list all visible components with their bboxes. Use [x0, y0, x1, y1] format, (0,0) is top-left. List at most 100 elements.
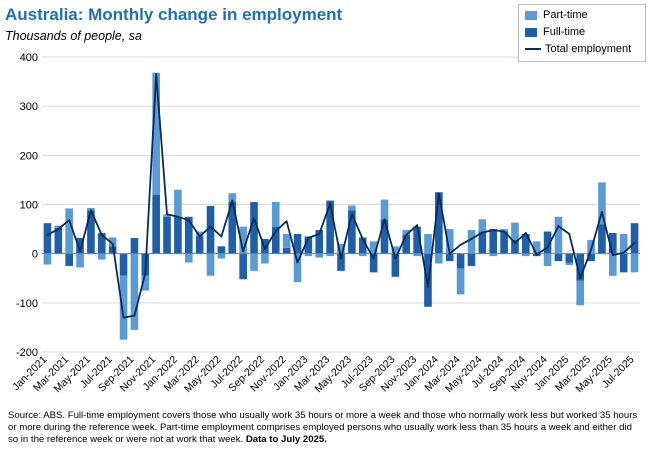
bar-part-time — [489, 253, 498, 257]
bar-part-time — [380, 199, 389, 220]
point-total-employment — [100, 234, 103, 236]
bar-part-time — [358, 253, 367, 257]
bar-part-time — [195, 231, 204, 237]
point-total-employment — [383, 218, 386, 221]
bar-part-time — [402, 230, 411, 235]
point-total-employment — [568, 233, 571, 235]
bar-full-time — [543, 231, 552, 254]
point-total-employment — [492, 229, 495, 231]
point-total-employment — [133, 314, 136, 317]
bar-full-time — [500, 231, 508, 254]
bar-full-time — [619, 253, 628, 273]
bar-full-time — [435, 192, 443, 254]
bar-part-time — [315, 253, 324, 258]
legend-swatch-part-time — [525, 10, 537, 20]
bar-part-time — [435, 253, 443, 264]
y-tick-label: 100 — [20, 200, 38, 212]
bar-full-time — [206, 205, 215, 254]
bar-full-time — [587, 253, 595, 262]
point-total-employment — [209, 225, 212, 228]
bar-full-time — [76, 237, 84, 254]
bar-full-time — [445, 253, 454, 262]
point-total-employment — [416, 224, 419, 227]
point-total-employment — [611, 254, 614, 257]
footnote-data-note: Data to July 2025. — [245, 434, 327, 445]
point-total-employment — [242, 250, 245, 253]
point-total-employment — [187, 219, 190, 222]
bar-full-time — [391, 253, 400, 277]
bar-part-time — [337, 243, 345, 254]
bar-full-time — [598, 224, 606, 254]
point-total-employment — [459, 243, 462, 246]
point-total-employment — [524, 232, 527, 234]
point-total-employment — [57, 228, 60, 230]
point-total-employment — [90, 209, 92, 212]
point-total-employment — [122, 316, 125, 319]
bar-full-time — [293, 234, 302, 254]
bar-full-time — [369, 253, 378, 273]
bar-part-time — [456, 268, 465, 295]
chart-subtitle: Thousands of people, sa — [5, 29, 142, 43]
bar-full-time — [326, 200, 334, 254]
point-total-employment — [111, 242, 114, 245]
bar-part-time — [391, 246, 400, 254]
point-total-employment — [296, 261, 299, 264]
bar-part-time — [445, 229, 454, 254]
point-total-employment — [198, 235, 201, 238]
chart-title: Australia: Monthly change in employment — [5, 5, 343, 24]
bar-part-time — [119, 275, 128, 340]
bar-full-time — [271, 226, 280, 254]
bar-part-time — [76, 253, 84, 268]
y-tick-label: 0 — [32, 249, 38, 261]
point-total-employment — [307, 237, 310, 239]
point-total-employment — [546, 246, 549, 249]
chart-footnote: Source: ABS. Full-time employment covers… — [8, 410, 644, 446]
bar-full-time — [250, 202, 258, 254]
bar-full-time — [489, 229, 498, 254]
bar-part-time — [163, 214, 171, 217]
bar-full-time — [348, 210, 356, 254]
bar-part-time — [217, 253, 226, 259]
bar-part-time — [43, 253, 52, 265]
bar-part-time — [250, 253, 258, 271]
bar-part-time — [282, 234, 291, 248]
bar-full-time — [467, 253, 476, 266]
footnote-text: Source: ABS. Full-time employment covers… — [8, 410, 638, 445]
bar-part-time — [174, 189, 182, 217]
bar-part-time — [130, 253, 139, 330]
bar-full-time — [152, 194, 160, 254]
bar-full-time — [358, 237, 367, 254]
employment-chart: -200-1000100200300400Jan-2021Mar-2021May… — [10, 52, 640, 395]
bar-part-time — [87, 207, 95, 211]
legend-label-total: Total employment — [545, 43, 632, 55]
bar-full-time — [380, 219, 389, 254]
bar-part-time — [369, 241, 378, 254]
bar-part-time — [65, 208, 73, 254]
point-total-employment — [633, 241, 636, 244]
bar-part-time — [467, 230, 476, 254]
bar-full-time — [609, 233, 617, 254]
bar-full-time — [184, 216, 193, 254]
bar-part-time — [228, 193, 237, 203]
bar-full-time — [630, 223, 639, 254]
bar-full-time — [304, 236, 313, 254]
point-total-employment — [372, 257, 375, 260]
point-total-employment — [220, 235, 223, 238]
point-total-employment — [503, 230, 505, 233]
bar-part-time — [348, 205, 356, 211]
legend-item-total: Total employment — [525, 41, 631, 57]
bar-full-time — [315, 230, 324, 254]
bar-full-time — [228, 202, 237, 254]
point-total-employment — [579, 277, 582, 280]
bar-full-time — [174, 216, 182, 254]
bar-full-time — [97, 233, 106, 254]
bar-part-time — [261, 253, 269, 264]
point-total-employment — [79, 250, 81, 253]
legend-item-full-time: Full-time — [525, 24, 585, 40]
point-total-employment — [155, 73, 158, 76]
point-total-employment — [481, 231, 484, 234]
bar-part-time — [152, 72, 160, 195]
point-total-employment — [177, 215, 179, 218]
y-tick-label: 400 — [20, 52, 38, 64]
bar-part-time — [619, 234, 628, 254]
